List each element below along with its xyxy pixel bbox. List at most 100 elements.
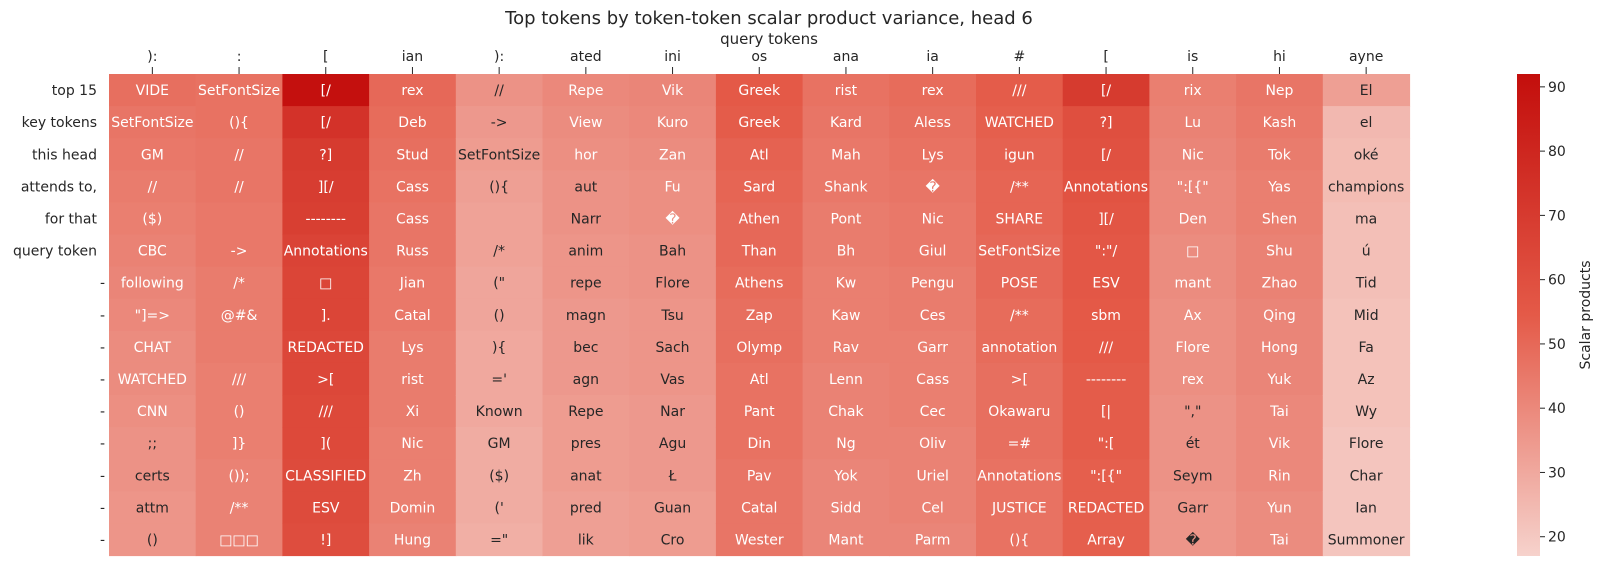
cell-token-label: Flore bbox=[655, 276, 690, 292]
heatmap-cell bbox=[195, 459, 283, 492]
heatmap-cell bbox=[889, 74, 977, 107]
query-token-label: ated bbox=[570, 49, 602, 65]
heatmap-cell bbox=[455, 106, 544, 139]
heatmap-cell bbox=[1149, 170, 1237, 203]
heatmap-cell bbox=[282, 106, 370, 139]
heatmap-cell bbox=[629, 523, 717, 557]
heatmap-cell bbox=[629, 202, 717, 236]
cell-token-label: Cass bbox=[916, 372, 949, 388]
cell-token-label: Chak bbox=[828, 404, 864, 420]
query-token-label: hi bbox=[1273, 49, 1286, 65]
heatmap-cell bbox=[195, 523, 283, 557]
cell-token-label: Lys bbox=[401, 340, 423, 356]
cell-token-label: Pant bbox=[744, 404, 775, 420]
cell-token-label: rex bbox=[401, 83, 423, 99]
heatmap-cell bbox=[369, 523, 457, 557]
cell-token-label: Rin bbox=[1268, 468, 1291, 484]
cell-token-label: Cel bbox=[922, 500, 944, 516]
cell-token-label: POSE bbox=[1001, 276, 1038, 292]
heatmap-cell bbox=[1322, 298, 1411, 332]
heatmap-cell bbox=[889, 491, 977, 524]
heatmap-cell bbox=[455, 491, 544, 524]
heatmap-cell bbox=[802, 106, 890, 139]
cell-token-label: Atl bbox=[750, 372, 769, 388]
cell-token-label: Atl bbox=[750, 147, 769, 163]
query-token-label: ia bbox=[926, 49, 938, 65]
heatmap-cell bbox=[1236, 170, 1324, 203]
heatmap-cell bbox=[455, 523, 544, 557]
heatmap-cell bbox=[1149, 491, 1237, 524]
cell-token-label: Jian bbox=[399, 276, 425, 292]
heatmap-cell bbox=[1236, 523, 1324, 557]
colorbar-tick-label: 50 bbox=[1548, 337, 1566, 353]
cell-token-label: � bbox=[1186, 531, 1201, 548]
heatmap-cell bbox=[1062, 138, 1150, 171]
heatmap-cell bbox=[889, 523, 977, 557]
heatmap-cell bbox=[1149, 106, 1237, 139]
heatmap-cell bbox=[1236, 330, 1324, 364]
heatmap-cell bbox=[109, 298, 197, 332]
cell-token-label: pres bbox=[571, 436, 601, 452]
heatmap-cell bbox=[1236, 106, 1324, 139]
cell-token-label: /// bbox=[232, 372, 246, 388]
cell-token-label: Russ bbox=[396, 244, 429, 260]
row-label: for that bbox=[45, 211, 98, 227]
cell-token-label: // bbox=[234, 147, 244, 163]
cell-token-label: rix bbox=[1184, 83, 1202, 99]
cell-token-label: Okawaru bbox=[988, 404, 1050, 420]
row-label: - bbox=[100, 532, 105, 548]
heatmap-cell bbox=[282, 362, 370, 396]
heatmap-cell bbox=[802, 202, 890, 236]
heatmap-cell bbox=[282, 427, 370, 460]
heatmap-cell bbox=[282, 491, 370, 524]
cell-token-label: Stud bbox=[396, 147, 428, 163]
cell-token-label: Zap bbox=[746, 308, 773, 324]
heatmap-cell bbox=[889, 266, 977, 300]
heatmap-cell bbox=[1062, 395, 1150, 428]
cell-token-label: Greek bbox=[738, 115, 781, 131]
heatmap-cell bbox=[1322, 362, 1411, 396]
cell-token-label: Greek bbox=[738, 83, 781, 99]
heatmap-cell bbox=[1062, 106, 1150, 139]
heatmap-cell bbox=[1149, 298, 1237, 332]
heatmap-cell bbox=[542, 395, 630, 428]
cell-token-label: Tai bbox=[1269, 404, 1289, 420]
heatmap-cell bbox=[629, 298, 717, 332]
heatmap-cell bbox=[455, 330, 544, 364]
cell-token-label: Ax bbox=[1184, 308, 1202, 324]
heatmap-cell bbox=[802, 459, 890, 492]
heatmap-cell bbox=[1149, 138, 1237, 171]
heatmap-cell bbox=[109, 266, 197, 300]
cell-token-label: SHARE bbox=[996, 211, 1044, 227]
cell-token-label: Uriel bbox=[916, 468, 948, 484]
cell-token-label: Hung bbox=[394, 532, 431, 548]
heatmap-cell bbox=[195, 330, 283, 364]
colorbar-tick-label: 60 bbox=[1548, 273, 1566, 289]
cell-token-label: ?] bbox=[319, 147, 332, 163]
heatmap-cell bbox=[1062, 330, 1150, 364]
cell-token-label: Cro bbox=[661, 532, 685, 548]
cell-token-label: lik bbox=[578, 532, 595, 548]
heatmap-cell bbox=[629, 138, 717, 171]
heatmap-cell bbox=[1236, 491, 1324, 524]
heatmap-cell bbox=[1062, 427, 1150, 460]
heatmap-cell bbox=[1322, 427, 1411, 460]
heatmap-cell bbox=[976, 74, 1064, 107]
cell-token-label: Rav bbox=[833, 340, 859, 356]
cell-token-label: VIDE bbox=[136, 83, 169, 99]
cell-token-label: ]} bbox=[232, 436, 246, 452]
heatmap-cell bbox=[455, 202, 544, 236]
cell-token-label: el bbox=[1360, 115, 1373, 131]
heatmap-cell bbox=[976, 491, 1064, 524]
heatmap-cell bbox=[715, 427, 804, 460]
heatmap-cell bbox=[1236, 234, 1324, 268]
heatmap-cell bbox=[1236, 459, 1324, 492]
cell-token-label: SetFontSize bbox=[458, 147, 540, 163]
heatmap-cell bbox=[282, 298, 370, 332]
cell-token-label: /// bbox=[319, 404, 333, 420]
cell-token-label: Cass bbox=[396, 179, 429, 195]
cell-token-label: >[ bbox=[317, 372, 334, 388]
cell-token-label: "]=> bbox=[135, 308, 170, 324]
heatmap-cell bbox=[1322, 170, 1411, 203]
heatmap-cell bbox=[802, 138, 890, 171]
